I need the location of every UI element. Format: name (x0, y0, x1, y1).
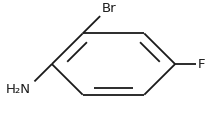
Text: F: F (198, 58, 205, 71)
Text: Br: Br (102, 2, 117, 15)
Text: H₂N: H₂N (5, 83, 30, 96)
